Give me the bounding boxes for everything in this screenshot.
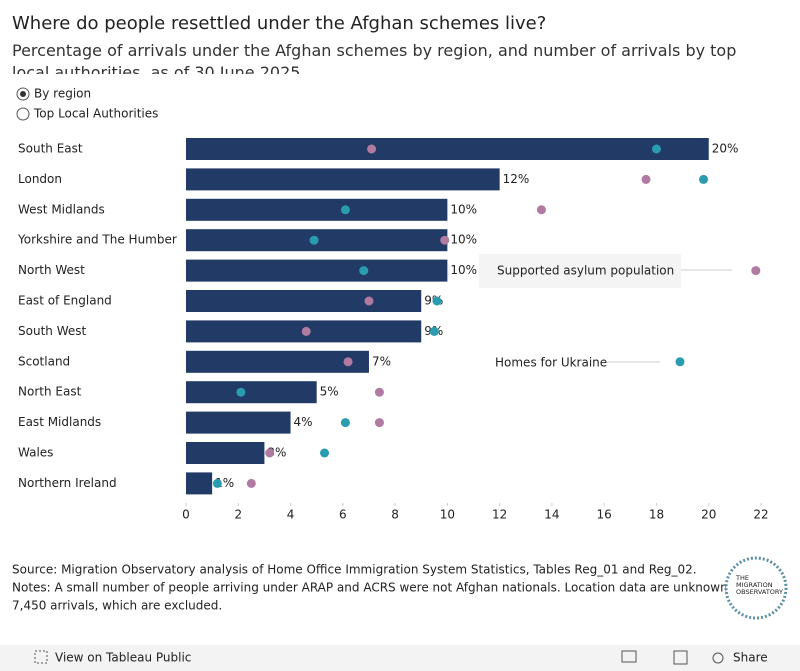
- bar: [186, 138, 709, 160]
- value-label: 20%: [712, 142, 739, 156]
- annotation: Supported asylum population: [497, 264, 674, 278]
- dot: [301, 326, 311, 336]
- x-tick-label: 18: [649, 508, 664, 522]
- x-tick-label: 20: [701, 508, 716, 522]
- dot: [751, 266, 761, 276]
- value-label: 10%: [450, 202, 477, 216]
- dot: [359, 266, 369, 276]
- x-tick-label: 8: [391, 508, 399, 522]
- value-label: 10%: [450, 263, 477, 277]
- bar: [186, 472, 213, 495]
- bar: [186, 168, 500, 191]
- y-tick-label: North East: [18, 385, 82, 399]
- dot: [374, 418, 384, 428]
- share-icon[interactable]: [712, 652, 724, 664]
- x-tick-label: 6: [339, 508, 347, 522]
- y-tick-label: Northern Ireland: [18, 476, 117, 490]
- value-label: 12%: [503, 172, 530, 186]
- logo-text: OBSERVATORY: [736, 588, 783, 596]
- annotation-box: [479, 254, 681, 288]
- dot: [236, 387, 246, 397]
- bar: [186, 381, 317, 404]
- annotation: Homes for Ukraine: [495, 356, 607, 370]
- bar: [186, 411, 291, 434]
- x-tick-label: 16: [597, 508, 612, 522]
- dot: [309, 235, 319, 245]
- option[interactable]: By region: [34, 87, 91, 101]
- logo-text: MIGRATION: [736, 581, 773, 589]
- dot: [440, 235, 450, 245]
- view-link[interactable]: View on Tableau Public: [55, 651, 191, 665]
- y-tick-label: South West: [18, 324, 86, 338]
- annotation-box: [485, 345, 607, 380]
- dot: [246, 478, 256, 488]
- dot: [364, 296, 374, 306]
- y-tick-label: North West: [18, 263, 85, 277]
- bar: [186, 290, 422, 312]
- y-tick-label: Scotland: [18, 354, 70, 368]
- dot: [340, 418, 350, 428]
- logo-text: THE: [735, 574, 749, 582]
- x-tick-label: 0: [182, 508, 190, 522]
- share-button[interactable]: Share: [733, 651, 768, 665]
- dot: [429, 326, 439, 336]
- tableau-icon[interactable]: [34, 650, 48, 664]
- title: Where do people resettled under the Afgh…: [12, 13, 547, 34]
- x-tick-label: 10: [440, 508, 455, 522]
- x-tick-label: 14: [544, 508, 559, 522]
- note: 7,450 arrivals, which are excluded.: [12, 599, 222, 613]
- bar: [186, 259, 448, 282]
- y-tick-label: London: [18, 172, 62, 186]
- x-tick-label: 2: [234, 508, 242, 522]
- dot: [374, 387, 384, 397]
- dot: [320, 448, 330, 458]
- dot: [641, 174, 651, 184]
- y-tick-label: South East: [18, 142, 83, 156]
- spacer: [0, 0, 1, 1]
- y-tick-label: West Midlands: [18, 202, 105, 216]
- bar: [186, 442, 265, 464]
- source: Source: Migration Observatory analysis o…: [12, 563, 697, 577]
- bar: [186, 350, 369, 373]
- dot: [212, 478, 222, 488]
- value-label: 4%: [294, 415, 313, 429]
- x-tick-label: 4: [287, 508, 295, 522]
- dot: [265, 448, 275, 458]
- x-tick-label: 12: [492, 508, 507, 522]
- x-tick-label: 22: [753, 508, 768, 522]
- dot: [367, 144, 377, 154]
- y-tick-label: East Midlands: [18, 415, 101, 429]
- y-tick-label: Wales: [18, 446, 53, 460]
- note: Notes: A small number of people arriving…: [12, 581, 748, 595]
- dot: [536, 205, 546, 215]
- value-label: 5%: [320, 385, 339, 399]
- value-label: 10%: [450, 233, 477, 247]
- dot: [675, 357, 685, 367]
- dot: [432, 296, 442, 306]
- dot: [699, 174, 709, 184]
- dot: [343, 357, 353, 367]
- bar: [186, 198, 448, 221]
- dot: [340, 205, 350, 215]
- option[interactable]: Top Local Authorities: [33, 107, 158, 121]
- radio[interactable]: [16, 107, 30, 121]
- fullscreen[interactable]: [673, 650, 688, 665]
- logo: [724, 556, 788, 620]
- y-tick-label: East of England: [18, 294, 112, 308]
- y-tick-label: Yorkshire and The Humber: [17, 233, 177, 247]
- toolbar: [0, 645, 800, 671]
- subtitle: Percentage of arrivals under the Afghan …: [12, 41, 737, 74]
- value-label: 7%: [372, 354, 391, 368]
- download[interactable]: [621, 650, 637, 663]
- dot: [651, 144, 661, 154]
- radio-dot: [20, 91, 26, 97]
